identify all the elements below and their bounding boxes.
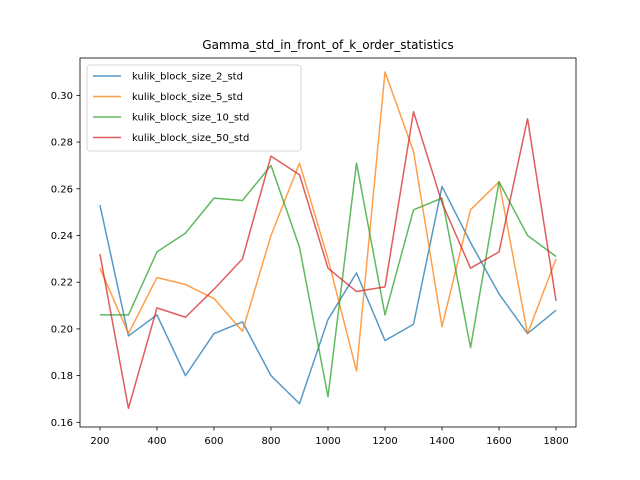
y-tick-label: 0.28 [51,138,73,149]
series-layer [99,71,557,410]
y-tick-label: 0.22 [51,278,73,289]
series-line-4 [99,110,557,410]
x-tick-label: 600 [204,436,223,447]
legend: kulik_block_size_2_std kulik_block_size_5… [86,64,302,152]
x-tick-label: 1600 [486,436,511,447]
series-line-2 [99,71,557,372]
chart-title: Gamma_std_in_front_of_k_order_statistics [202,38,453,52]
legend-label-3: kulik_block_size_10_std [132,113,249,124]
x-tick-label: 800 [261,436,280,447]
x-tick-label: 200 [90,436,109,447]
axes-layer: 200 400 600 800 1000 1200 1400 1600 1800 0.16 0.18… [51,57,577,447]
x-tick-label: 1000 [315,436,340,447]
y-tick-label: 0.24 [51,231,73,242]
legend-label-4: kulik_block_size_50_std [132,133,249,144]
x-tick-label: 1800 [543,436,568,447]
series-line-3 [99,162,557,398]
legend-box [86,64,302,152]
series-line-1 [99,185,557,405]
y-tick-label: 0.20 [51,324,73,335]
y-tick-label: 0.26 [51,184,73,195]
legend-label-1: kulik_block_size_2_std [132,72,243,83]
x-tick-label: 1200 [372,436,397,447]
y-tick-label: 0.30 [51,91,73,102]
x-tick-label: 400 [147,436,166,447]
x-tick-label: 1400 [429,436,454,447]
legend-label-2: kulik_block_size_5_std [132,92,243,103]
y-tick-label: 0.16 [51,418,73,429]
y-tick-label: 0.18 [51,371,73,382]
